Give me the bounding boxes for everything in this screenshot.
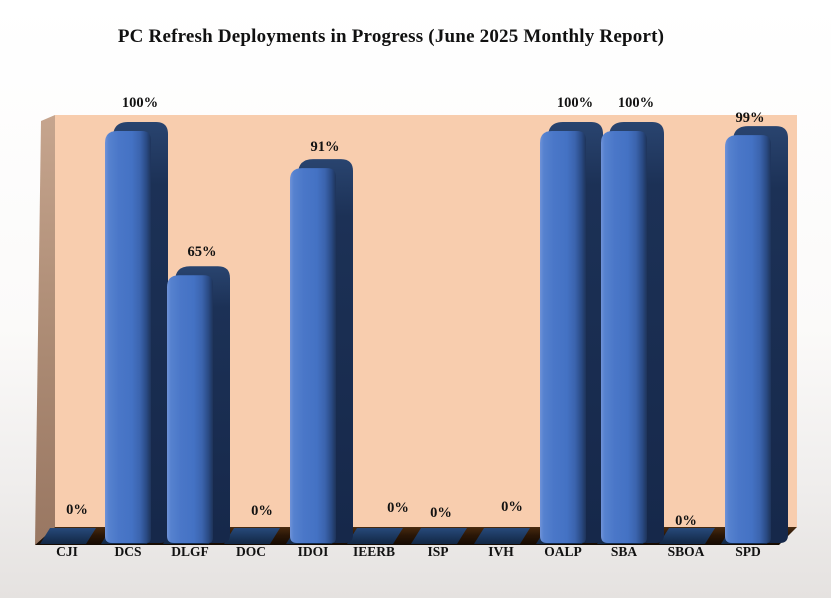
bar-value-label-CJI: 0% xyxy=(66,502,88,518)
x-axis-label-OALP: OALP xyxy=(544,544,582,559)
floor-tile-IVH xyxy=(474,528,530,544)
x-axis-label-ISP: ISP xyxy=(427,544,448,559)
x-axis-label-SPD: SPD xyxy=(735,544,761,559)
bar-DCS xyxy=(105,131,151,543)
bar-DLGF xyxy=(167,275,213,543)
bar-value-label-SBOA: 0% xyxy=(675,513,697,529)
floor-tile-DOC xyxy=(224,528,280,544)
bar-value-label-IVH: 0% xyxy=(501,499,523,515)
bar-SBA xyxy=(601,131,647,543)
floor-tile-ISP xyxy=(411,528,467,544)
bar-value-label-IEERB: 0% xyxy=(387,500,409,516)
bar-value-label-DLGF: 65% xyxy=(188,244,217,260)
floor-tile-IEERB xyxy=(347,528,403,544)
bar-value-label-SPD: 99% xyxy=(736,110,765,126)
floor-tile-CJI xyxy=(40,528,96,544)
chart-title: PC Refresh Deployments in Progress (June… xyxy=(117,26,665,47)
x-axis-label-IVH: IVH xyxy=(488,544,514,559)
x-axis-label-CJI: CJI xyxy=(56,544,78,559)
bar-OALP xyxy=(540,131,586,543)
x-axis-label-DOC: DOC xyxy=(236,544,266,559)
bar-value-label-SBA: 100% xyxy=(618,95,654,111)
x-axis-label-SBA: SBA xyxy=(611,544,638,559)
bar-value-label-ISP: 0% xyxy=(430,505,452,521)
bar-SPD xyxy=(725,135,771,543)
bar-IDOI xyxy=(290,168,336,543)
bar-value-label-OALP: 100% xyxy=(557,95,593,111)
x-axis-label-IEERB: IEERB xyxy=(353,544,395,559)
bar-value-label-DCS: 100% xyxy=(122,95,158,111)
plot-side-wall xyxy=(35,115,55,545)
x-axis-label-DCS: DCS xyxy=(114,544,141,559)
x-axis-label-IDOI: IDOI xyxy=(298,544,329,559)
bar-value-label-IDOI: 91% xyxy=(311,139,340,155)
x-axis-label-DLGF: DLGF xyxy=(171,544,209,559)
x-axis-label-SBOA: SBOA xyxy=(668,544,705,559)
floor-tile-SBOA xyxy=(659,528,715,544)
bar-value-label-DOC: 0% xyxy=(251,503,273,519)
